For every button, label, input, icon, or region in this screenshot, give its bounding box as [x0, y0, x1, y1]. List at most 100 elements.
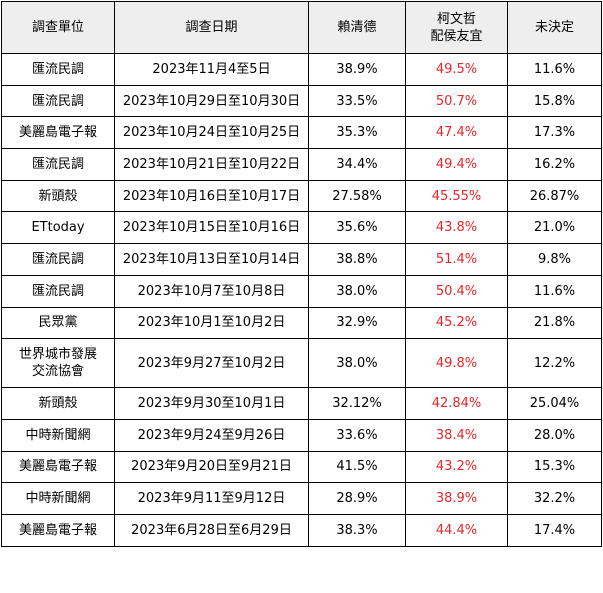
cell-undecided: 17.4%	[507, 513, 602, 547]
cell-lai: 34.4%	[308, 148, 406, 181]
cell-org: ETtoday	[1, 211, 115, 245]
header-ko-line1: 柯文哲	[436, 11, 476, 27]
cell-ko: 49.5%	[405, 53, 508, 86]
cell-lai: 35.6%	[308, 211, 406, 245]
cell-date: 2023年10月7至10月8日	[114, 274, 309, 308]
cell-lai: 28.9%	[308, 482, 406, 515]
cell-ko: 38.9%	[405, 482, 508, 515]
cell-date: 2023年9月24至9月26日	[114, 418, 309, 452]
cell-lai: 32.9%	[308, 306, 406, 340]
cell-ko: 43.8%	[405, 211, 508, 245]
header-ko-line2: 配侯友宜	[430, 28, 483, 44]
cell-date: 2023年10月16日至10月17日	[114, 179, 309, 213]
cell-ko: 38.4%	[405, 418, 508, 452]
cell-ko: 50.7%	[405, 84, 508, 118]
cell-undecided: 21.0%	[507, 211, 602, 245]
cell-date: 2023年9月30至10月1日	[114, 387, 309, 420]
cell-undecided: 32.2%	[507, 482, 602, 515]
cell-undecided: 11.6%	[507, 53, 602, 86]
table-row: 美麗島電子報 2023年9月20日至9月21日 41.5% 43.2% 15.3…	[1, 450, 602, 484]
cell-ko: 47.4%	[405, 116, 508, 150]
table-row: 中時新聞網 2023年9月24至9月26日 33.6% 38.4% 28.0%	[1, 418, 602, 452]
table-row: 匯流民調 2023年10月29日至10月30日 33.5% 50.7% 15.8…	[1, 84, 602, 118]
cell-org: 匯流民調	[1, 148, 115, 181]
cell-ko: 45.2%	[405, 306, 508, 340]
cell-org: 匯流民調	[1, 53, 115, 86]
cell-org: 民眾黨	[1, 306, 115, 340]
cell-ko: 49.8%	[405, 338, 508, 389]
cell-date: 2023年6月28日至6月29日	[114, 513, 309, 547]
cell-org: 美麗島電子報	[1, 513, 115, 547]
table-row: 匯流民調 2023年10月21日至10月22日 34.4% 49.4% 16.2…	[1, 148, 602, 181]
table-row: 新頭殼 2023年9月30至10月1日 32.12% 42.84% 25.04%	[1, 387, 602, 420]
cell-ko: 50.4%	[405, 274, 508, 308]
header-date: 調查日期	[114, 1, 309, 54]
cell-undecided: 15.8%	[507, 84, 602, 118]
cell-date: 2023年9月27至10月2日	[114, 338, 309, 389]
cell-undecided: 26.87%	[507, 179, 602, 213]
cell-ko: 49.4%	[405, 148, 508, 181]
table-row: 中時新聞網 2023年9月11至9月12日 28.9% 38.9% 32.2%	[1, 482, 602, 515]
cell-org: 新頭殼	[1, 179, 115, 213]
table-row: 美麗島電子報 2023年10月24日至10月25日 35.3% 47.4% 17…	[1, 116, 602, 150]
cell-lai: 38.3%	[308, 513, 406, 547]
cell-undecided: 25.04%	[507, 387, 602, 420]
cell-lai: 41.5%	[308, 450, 406, 484]
table-row: 民眾黨 2023年10月1至10月2日 32.9% 45.2% 21.8%	[1, 306, 602, 340]
cell-org-line2: 交流協會	[31, 364, 84, 380]
cell-lai: 27.58%	[308, 179, 406, 213]
cell-date: 2023年9月11至9月12日	[114, 482, 309, 515]
cell-undecided: 15.3%	[507, 450, 602, 484]
cell-lai: 32.12%	[308, 387, 406, 420]
cell-lai: 33.5%	[308, 84, 406, 118]
cell-undecided: 28.0%	[507, 418, 602, 452]
header-row: 調查單位 調查日期 賴清德 柯文哲 配侯友宜 未決定	[1, 1, 602, 54]
cell-date: 2023年10月15日至10月16日	[114, 211, 309, 245]
cell-date: 2023年10月13日至10月14日	[114, 243, 309, 276]
cell-lai: 38.8%	[308, 243, 406, 276]
cell-org-line1: 世界城市發展	[18, 347, 97, 363]
cell-org: 中時新聞網	[1, 482, 115, 515]
table-row: 新頭殼 2023年10月16日至10月17日 27.58% 45.55% 26.…	[1, 179, 602, 213]
cell-lai: 38.0%	[308, 338, 406, 389]
table-row: 美麗島電子報 2023年6月28日至6月29日 38.3% 44.4% 17.4…	[1, 513, 602, 547]
cell-date: 2023年10月21日至10月22日	[114, 148, 309, 181]
cell-org: 美麗島電子報	[1, 450, 115, 484]
table-row: ETtoday 2023年10月15日至10月16日 35.6% 43.8% 2…	[1, 211, 602, 245]
table-row: 匯流民調 2023年11月4至5日 38.9% 49.5% 11.6%	[1, 53, 602, 86]
cell-org: 中時新聞網	[1, 418, 115, 452]
cell-ko: 45.55%	[405, 179, 508, 213]
header-undecided: 未決定	[507, 1, 602, 54]
cell-org: 新頭殼	[1, 387, 115, 420]
cell-undecided: 17.3%	[507, 116, 602, 150]
cell-date: 2023年10月24日至10月25日	[114, 116, 309, 150]
cell-lai: 35.3%	[308, 116, 406, 150]
cell-date: 2023年9月20日至9月21日	[114, 450, 309, 484]
cell-ko: 51.4%	[405, 243, 508, 276]
cell-date: 2023年11月4至5日	[114, 53, 309, 86]
cell-org: 匯流民調	[1, 274, 115, 308]
table-row: 匯流民調 2023年10月13日至10月14日 38.8% 51.4% 9.8%	[1, 243, 602, 276]
cell-date: 2023年10月29日至10月30日	[114, 84, 309, 118]
cell-undecided: 16.2%	[507, 148, 602, 181]
cell-undecided: 21.8%	[507, 306, 602, 340]
cell-date: 2023年10月1至10月2日	[114, 306, 309, 340]
cell-ko: 43.2%	[405, 450, 508, 484]
table-row: 匯流民調 2023年10月7至10月8日 38.0% 50.4% 11.6%	[1, 274, 602, 308]
header-ko: 柯文哲 配侯友宜	[405, 1, 508, 54]
cell-undecided: 11.6%	[507, 274, 602, 308]
poll-table: 調查單位 調查日期 賴清德 柯文哲 配侯友宜 未決定 匯流民調 2023年11月…	[1, 1, 602, 547]
cell-ko: 44.4%	[405, 513, 508, 547]
table-row: 世界城市發展 交流協會 2023年9月27至10月2日 38.0% 49.8% …	[1, 338, 602, 389]
cell-org: 匯流民調	[1, 84, 115, 118]
cell-undecided: 9.8%	[507, 243, 602, 276]
cell-org: 匯流民調	[1, 243, 115, 276]
cell-lai: 38.9%	[308, 53, 406, 86]
cell-lai: 33.6%	[308, 418, 406, 452]
cell-org: 世界城市發展 交流協會	[1, 338, 115, 389]
header-org: 調查單位	[1, 1, 115, 54]
cell-org: 美麗島電子報	[1, 116, 115, 150]
cell-undecided: 12.2%	[507, 338, 602, 389]
cell-ko: 42.84%	[405, 387, 508, 420]
cell-lai: 38.0%	[308, 274, 406, 308]
